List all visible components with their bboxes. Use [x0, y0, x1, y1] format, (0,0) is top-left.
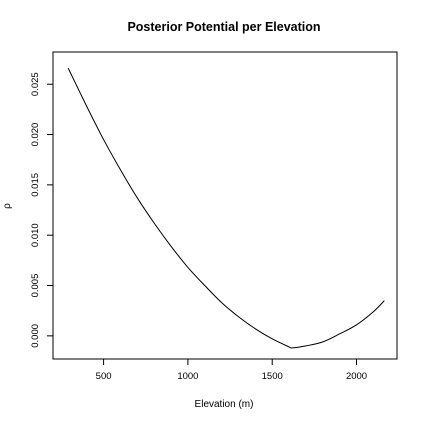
y-tick-label: 0.005 [30, 274, 41, 298]
y-tick-label: 0.025 [30, 72, 41, 96]
x-tick-label: 2000 [346, 371, 367, 382]
x-tick-label: 1000 [177, 371, 198, 382]
x-axis-label: Elevation (m) [195, 399, 254, 410]
x-axis: 500 1000 1500 2000 [96, 358, 367, 382]
y-tick-label: 0.000 [30, 324, 41, 348]
x-tick-label: 1500 [262, 371, 283, 382]
series-line [67, 67, 385, 349]
chart-title: Posterior Potential per Elevation [127, 20, 320, 34]
plot-frame [52, 51, 398, 360]
y-tick-label: 0.010 [30, 223, 41, 247]
y-tick-label: 0.020 [30, 123, 41, 147]
y-axis-label: ρ [2, 203, 13, 209]
y-tick-label: 0.015 [30, 173, 41, 197]
series-layer [67, 67, 385, 349]
x-tick-label: 500 [96, 371, 112, 382]
y-axis: 0.000 0.005 0.010 0.015 0.020 0.025 [30, 72, 54, 348]
